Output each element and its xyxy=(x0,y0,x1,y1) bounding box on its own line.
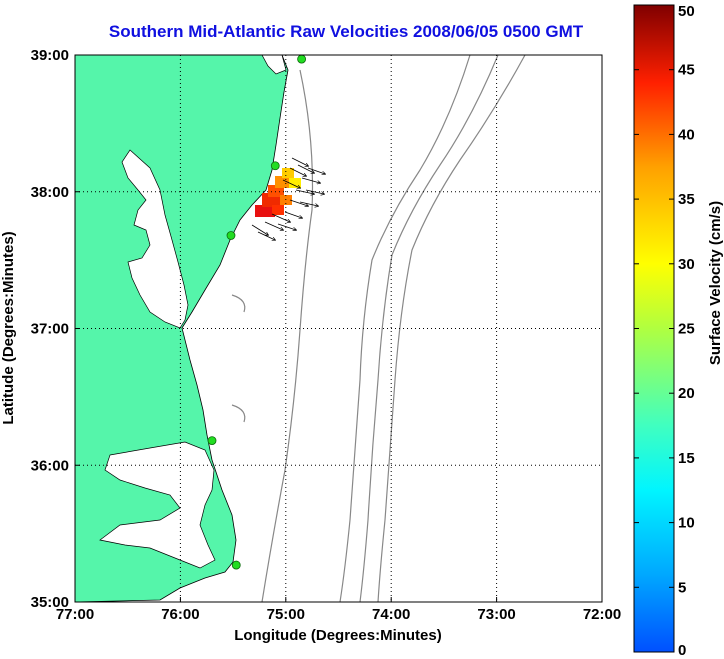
y-tick-label: 39:00 xyxy=(31,47,69,64)
radar-station-marker xyxy=(207,436,217,446)
x-tick-label: 77:00 xyxy=(56,606,94,623)
radar-station-marker xyxy=(297,55,307,64)
velocity-cell xyxy=(272,205,284,215)
y-tick-label: 38:00 xyxy=(31,184,69,201)
colorbar-tick-label: 0 xyxy=(678,642,686,659)
x-axis-label: Longitude (Degrees:Minutes) xyxy=(234,627,442,644)
delaware-bay xyxy=(261,55,287,75)
colorbar-tick-label: 40 xyxy=(678,126,695,143)
colorbar-tick-label: 20 xyxy=(678,385,695,402)
chesapeake-bay xyxy=(121,149,189,329)
y-tick-label: 37:00 xyxy=(31,321,69,338)
x-tick-label: 73:00 xyxy=(477,606,515,623)
velocity-cell xyxy=(255,205,275,217)
colorbar-label: Surface Velocity (cm/s) xyxy=(707,201,724,365)
x-tick-label: 76:00 xyxy=(161,606,199,623)
colorbar-tick-label: 50 xyxy=(678,3,695,20)
colorbar-tick-label: 35 xyxy=(678,191,695,208)
colorbar-tick-label: 5 xyxy=(678,579,686,596)
x-tick-label: 74:00 xyxy=(372,606,410,623)
x-tick-label: 75:00 xyxy=(267,606,305,623)
map-title: Southern Mid-Atlantic Raw Velocities 200… xyxy=(108,22,584,41)
velocity-cell xyxy=(289,178,301,188)
x-tick-label: 72:00 xyxy=(583,606,621,623)
colorbar xyxy=(633,4,675,653)
radar-station-marker xyxy=(270,161,280,171)
colorbar-tick-label: 10 xyxy=(678,515,695,532)
colorbar-tick-label: 30 xyxy=(678,256,695,273)
station-markers xyxy=(207,55,307,570)
y-axis-label: Latitude (Degrees:Minutes) xyxy=(0,231,17,424)
y-tick-label: 35:00 xyxy=(31,594,69,611)
y-axis: 39:00 38:00 37:00 36:00 35:00 xyxy=(31,47,80,611)
colorbar-tick-label: 45 xyxy=(678,62,695,79)
radar-station-marker xyxy=(226,231,236,240)
velocity-cell xyxy=(282,168,294,178)
colorbar-tick-label: 25 xyxy=(678,321,695,338)
colorbar-tick-label: 15 xyxy=(678,450,695,467)
y-tick-label: 36:00 xyxy=(31,457,69,474)
radar-station-marker xyxy=(231,560,241,570)
x-axis: 77:00 76:00 75:00 74:00 73:00 72:00 xyxy=(56,597,621,623)
bathymetry-contours xyxy=(231,55,526,602)
